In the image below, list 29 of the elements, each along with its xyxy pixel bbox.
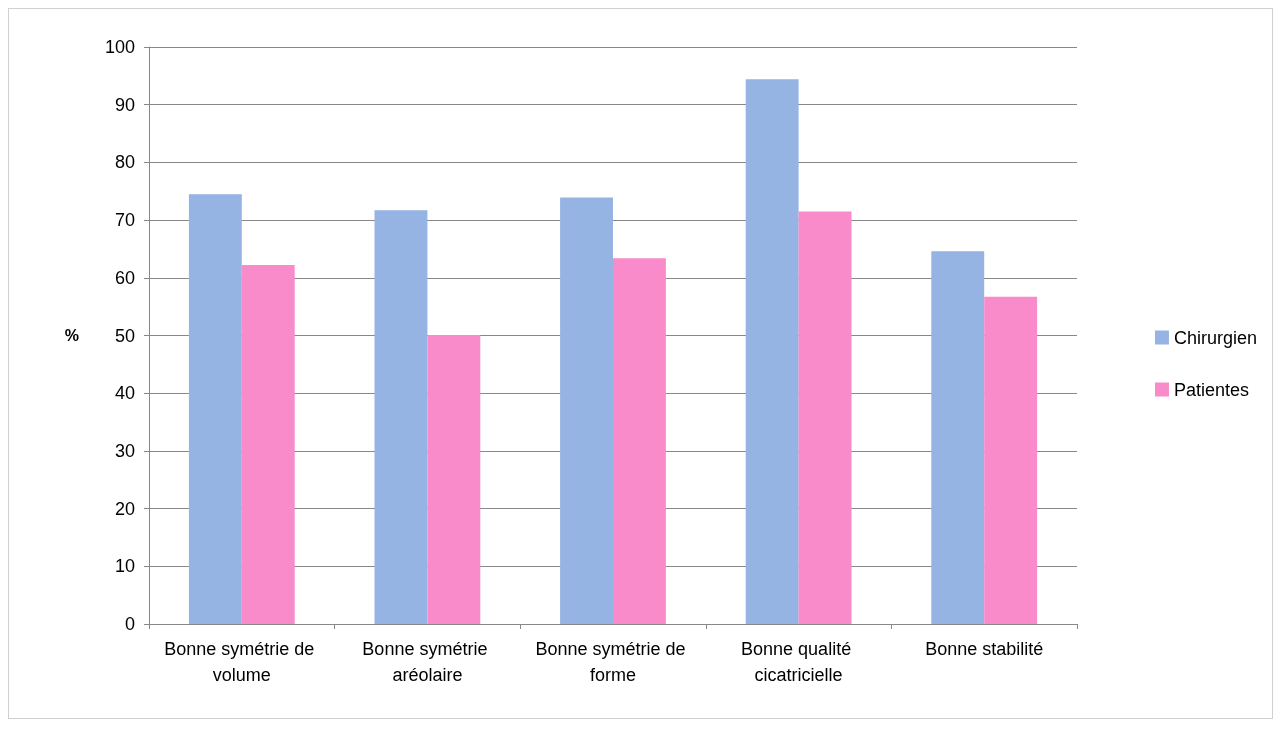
bar bbox=[374, 210, 428, 624]
bar bbox=[241, 265, 295, 624]
y-tick-label: 90 bbox=[114, 94, 135, 115]
y-tick-label: 20 bbox=[114, 498, 135, 519]
x-tick-label: Bonne symétrie aréolaire bbox=[362, 639, 493, 685]
y-tick-label: 40 bbox=[114, 383, 135, 404]
y-tick-label: 60 bbox=[114, 267, 135, 288]
y-tick-label: 10 bbox=[114, 556, 135, 577]
x-tick-label: Bonne stabilité bbox=[925, 639, 1044, 659]
bar bbox=[427, 334, 481, 624]
x-tick-label: Bonne symétrie de forme bbox=[535, 639, 691, 685]
y-tick-label: 100 bbox=[104, 37, 135, 57]
y-tick-label: 30 bbox=[114, 440, 135, 461]
x-tick-label: Bonne symétrie de volume bbox=[164, 639, 320, 685]
x-tick-label: Bonne qualité cicatricielle bbox=[741, 639, 857, 685]
y-tick-label: 80 bbox=[114, 152, 135, 173]
y-tick-label: 70 bbox=[114, 210, 135, 231]
bar bbox=[613, 258, 666, 624]
bar bbox=[798, 211, 852, 624]
legend-label: Patientes bbox=[1173, 379, 1250, 400]
y-axis-title: % bbox=[64, 327, 79, 344]
bar bbox=[984, 296, 1038, 624]
y-tick-label: 0 bbox=[124, 614, 135, 634]
bar bbox=[931, 251, 985, 624]
legend-label: Chirurgien bbox=[1173, 327, 1258, 348]
y-tick-label: 50 bbox=[114, 325, 135, 346]
bar bbox=[745, 79, 799, 624]
bar bbox=[188, 194, 242, 624]
bar bbox=[560, 197, 613, 624]
